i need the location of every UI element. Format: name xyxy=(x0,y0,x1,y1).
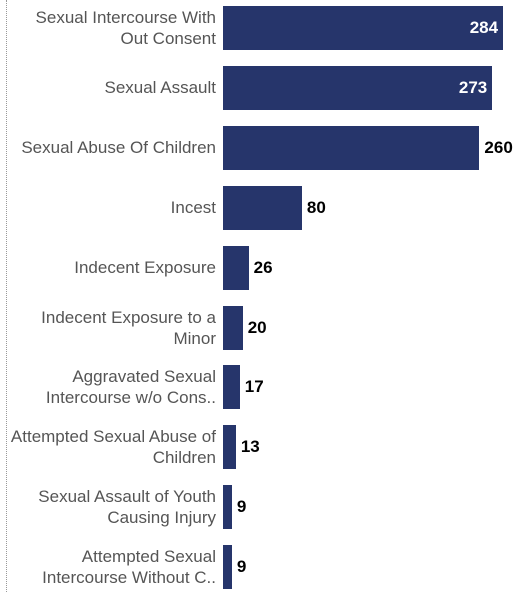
value-label: 13 xyxy=(240,437,260,457)
value-label: 260 xyxy=(484,137,513,157)
bar xyxy=(223,485,232,530)
value-label: 17 xyxy=(244,377,264,397)
category-label: Indecent Exposure to a Minor xyxy=(41,307,216,348)
bar xyxy=(223,65,493,110)
value-label: 20 xyxy=(247,317,267,337)
category-label: Indecent Exposure xyxy=(74,258,216,278)
bar xyxy=(223,125,480,170)
value-label: 26 xyxy=(253,257,273,277)
bar xyxy=(223,545,232,590)
category-label: Sexual Assault xyxy=(104,78,216,98)
value-label: 9 xyxy=(236,497,247,517)
bar xyxy=(223,6,504,50)
category-label: Attempted Sexual Intercourse Without C.. xyxy=(42,547,216,588)
category-label: Aggravated Sexual Intercourse w/o Cons.. xyxy=(45,367,216,408)
category-label: Sexual Intercourse With Out Consent xyxy=(35,8,216,48)
bar xyxy=(223,365,240,410)
category-label: Incest xyxy=(170,198,216,218)
category-label: Sexual Assault of Youth Causing Injury xyxy=(38,487,216,528)
bar xyxy=(223,425,236,470)
bar xyxy=(223,185,302,230)
bar xyxy=(223,245,249,290)
value-label: 273 xyxy=(458,77,488,97)
value-label: 80 xyxy=(306,197,326,217)
category-label: Attempted Sexual Abuse of Children xyxy=(10,427,216,468)
bar xyxy=(223,305,243,350)
left-border xyxy=(6,0,7,592)
value-label: 9 xyxy=(236,557,247,577)
value-label: 284 xyxy=(469,18,499,37)
category-label: Sexual Abuse Of Children xyxy=(21,138,216,158)
